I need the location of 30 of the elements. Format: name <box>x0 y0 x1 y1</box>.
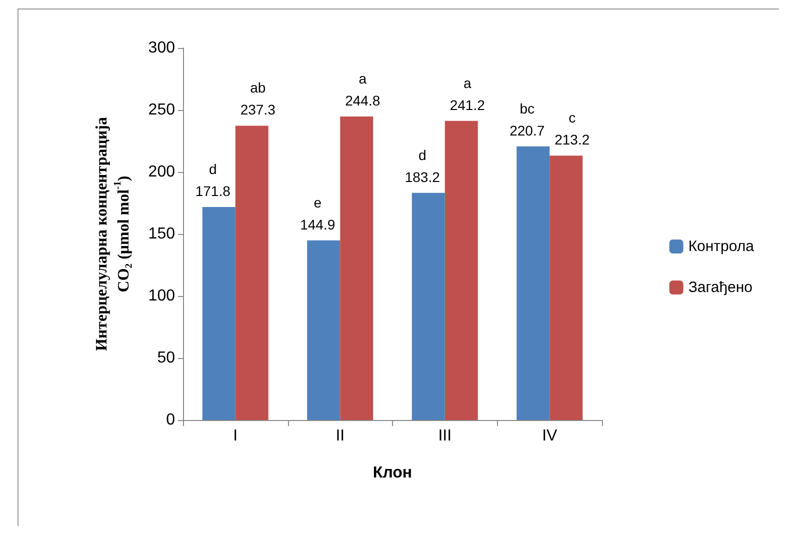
y-tick-label: 300 <box>148 40 176 56</box>
data-label: e 144.9 <box>300 194 336 232</box>
data-label: d 183.2 <box>404 146 440 185</box>
y-tick-label: 250 <box>148 102 176 118</box>
x-tick-label: I <box>233 428 238 444</box>
y-tick-label: 100 <box>148 288 176 304</box>
bar <box>444 120 478 420</box>
data-label: a 241.2 <box>450 74 486 113</box>
bar <box>550 156 583 420</box>
y-tick-label: 0 <box>166 412 176 428</box>
x-tick-label: III <box>438 428 452 444</box>
data-label: ab 237.3 <box>240 80 276 118</box>
y-tick-label: 50 <box>157 350 176 366</box>
bar <box>340 116 374 420</box>
x-tick-label: II <box>336 428 345 444</box>
data-label: a 244.8 <box>345 70 380 108</box>
data-label: d 171.8 <box>195 160 231 199</box>
bar <box>307 240 340 420</box>
y-tick-label: 150 <box>148 226 176 242</box>
x-axis-title: Клон <box>372 464 412 482</box>
x-tick-label: IV <box>542 428 558 444</box>
bar <box>202 206 236 420</box>
legend-label: Контрола <box>688 238 755 255</box>
data-label: bc 220.7 <box>510 100 545 138</box>
bar <box>412 192 445 420</box>
bar <box>516 146 550 420</box>
data-label: c 213.2 <box>554 110 590 148</box>
legend-label: Загађено <box>688 279 753 296</box>
y-tick-label: 200 <box>148 164 176 180</box>
bar <box>235 126 268 420</box>
